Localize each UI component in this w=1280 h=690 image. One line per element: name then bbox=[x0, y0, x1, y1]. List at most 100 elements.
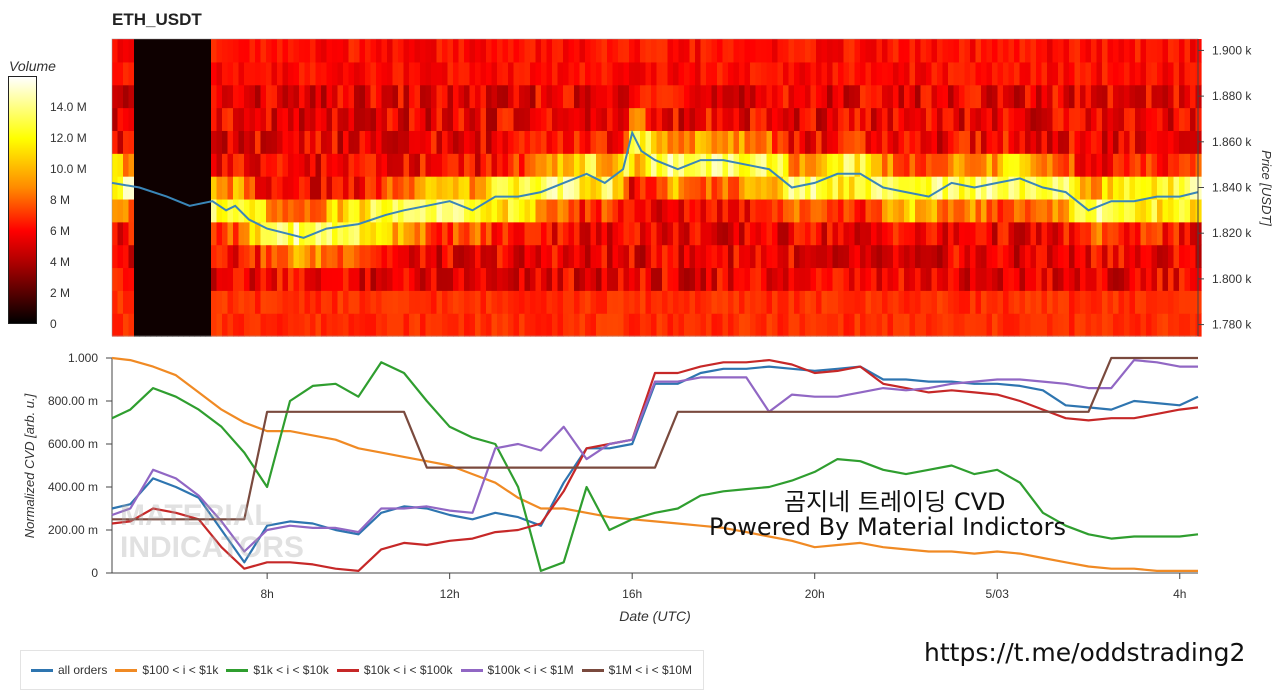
heatmap-cell bbox=[865, 290, 872, 314]
heatmap-cell bbox=[249, 290, 256, 314]
heatmap-cell bbox=[821, 153, 828, 177]
heatmap-cell bbox=[810, 61, 817, 86]
heatmap-cell bbox=[332, 221, 339, 246]
heatmap-cell bbox=[491, 176, 498, 200]
heatmap-cell bbox=[733, 198, 740, 223]
heatmap-cell bbox=[574, 290, 581, 314]
heatmap-cell bbox=[161, 313, 168, 337]
heatmap-cell bbox=[1063, 244, 1070, 269]
heatmap-cell bbox=[563, 84, 570, 109]
legend-item[interactable]: $1M < i < $10M bbox=[581, 663, 692, 677]
heatmap-cell bbox=[244, 176, 251, 200]
heatmap-cell bbox=[1113, 130, 1120, 154]
cvd-series-line bbox=[112, 356, 1198, 521]
heatmap-cell bbox=[513, 267, 520, 291]
heatmap-cell bbox=[909, 84, 916, 109]
heatmap-cell bbox=[959, 84, 966, 109]
heatmap-cell bbox=[288, 267, 295, 291]
heatmap-cell bbox=[398, 267, 405, 291]
heatmap-cell bbox=[838, 61, 845, 86]
heatmap-cell bbox=[1014, 39, 1021, 63]
heatmap-cell bbox=[194, 84, 201, 109]
colorbar-tick-label: 10.0 M bbox=[50, 162, 87, 176]
heatmap-cell bbox=[706, 198, 713, 223]
heatmap-cell bbox=[442, 153, 449, 177]
heatmap-cell bbox=[530, 267, 537, 291]
heatmap-cell bbox=[1047, 39, 1054, 63]
heatmap-cell bbox=[1173, 221, 1180, 246]
heatmap-cell bbox=[145, 130, 152, 154]
legend-item[interactable]: $100 < i < $1k bbox=[115, 663, 218, 677]
heatmap-cell bbox=[722, 61, 729, 86]
heatmap-cell bbox=[277, 39, 284, 63]
heatmap-cell bbox=[1118, 84, 1125, 109]
heatmap-cell bbox=[711, 130, 718, 154]
heatmap-cell bbox=[1102, 221, 1109, 246]
legend-item[interactable]: $100k < i < $1M bbox=[460, 663, 574, 677]
heatmap-cell bbox=[1052, 61, 1059, 86]
heatmap-cell bbox=[634, 267, 641, 291]
heatmap-cell bbox=[964, 313, 971, 337]
heatmap-cell bbox=[755, 84, 762, 109]
heatmap-cell bbox=[678, 198, 685, 223]
heatmap-cell bbox=[733, 313, 740, 337]
heatmap-cell bbox=[728, 267, 735, 291]
heatmap-cell bbox=[854, 290, 861, 314]
heatmap-cell bbox=[205, 176, 212, 200]
heatmap-cell bbox=[651, 176, 658, 200]
heatmap-cell bbox=[854, 107, 861, 131]
heatmap-cell bbox=[524, 244, 531, 269]
heatmap-cell bbox=[387, 313, 394, 337]
heatmap-cell bbox=[1129, 290, 1136, 314]
heatmap-cell bbox=[805, 107, 812, 131]
heatmap-cell bbox=[1085, 61, 1092, 86]
heatmap-cell bbox=[1080, 61, 1087, 86]
heatmap-cell bbox=[183, 61, 190, 86]
heatmap-cell bbox=[926, 107, 933, 131]
heatmap-cell bbox=[799, 39, 806, 63]
heatmap-cell bbox=[469, 221, 476, 246]
heatmap-cell bbox=[744, 221, 751, 246]
heatmap-cell bbox=[684, 130, 691, 154]
heatmap-cell bbox=[249, 61, 256, 86]
legend-item[interactable]: $10k < i < $100k bbox=[336, 663, 453, 677]
heatmap-cell bbox=[1041, 221, 1048, 246]
legend-label: $100 < i < $1k bbox=[142, 663, 219, 677]
heatmap-cell bbox=[579, 176, 586, 200]
heatmap-cell bbox=[1080, 313, 1087, 337]
heatmap-cell bbox=[403, 84, 410, 109]
heatmap-cell bbox=[1030, 176, 1037, 200]
heatmap-cell bbox=[469, 39, 476, 63]
heatmap-cell bbox=[794, 244, 801, 269]
telegram-link[interactable]: https://t.me/oddstrading2 bbox=[924, 638, 1246, 667]
heatmap-cell bbox=[244, 107, 251, 131]
heatmap-cell bbox=[1146, 130, 1153, 154]
heatmap-cell bbox=[524, 153, 531, 177]
heatmap-cell bbox=[860, 39, 867, 63]
heatmap-cell bbox=[1063, 176, 1070, 200]
heatmap-cell bbox=[810, 130, 817, 154]
heatmap-cell bbox=[772, 313, 779, 337]
heatmap-cell bbox=[398, 313, 405, 337]
heatmap-cell bbox=[739, 221, 746, 246]
heatmap-cell bbox=[772, 107, 779, 131]
heatmap-cell bbox=[442, 84, 449, 109]
heatmap-cell bbox=[667, 267, 674, 291]
heatmap-cell bbox=[656, 244, 663, 269]
heatmap-cell bbox=[722, 313, 729, 337]
legend-item[interactable]: $1k < i < $10k bbox=[226, 663, 329, 677]
heatmap-cell bbox=[794, 176, 801, 200]
heatmap-cell bbox=[568, 267, 575, 291]
heatmap-cell bbox=[871, 221, 878, 246]
heatmap-cell bbox=[222, 176, 229, 200]
heatmap-cell bbox=[1036, 39, 1043, 63]
heatmap-cell bbox=[634, 290, 641, 314]
heatmap-cell bbox=[1085, 107, 1092, 131]
heatmap-cell bbox=[458, 84, 465, 109]
heatmap-chart[interactable]: 1.780 k1.800 k1.820 k1.840 k1.860 k1.880… bbox=[0, 0, 1280, 345]
heatmap-cell bbox=[755, 176, 762, 200]
legend-item[interactable]: all orders bbox=[31, 663, 107, 677]
heatmap-cell bbox=[937, 221, 944, 246]
heatmap-cell bbox=[860, 221, 867, 246]
